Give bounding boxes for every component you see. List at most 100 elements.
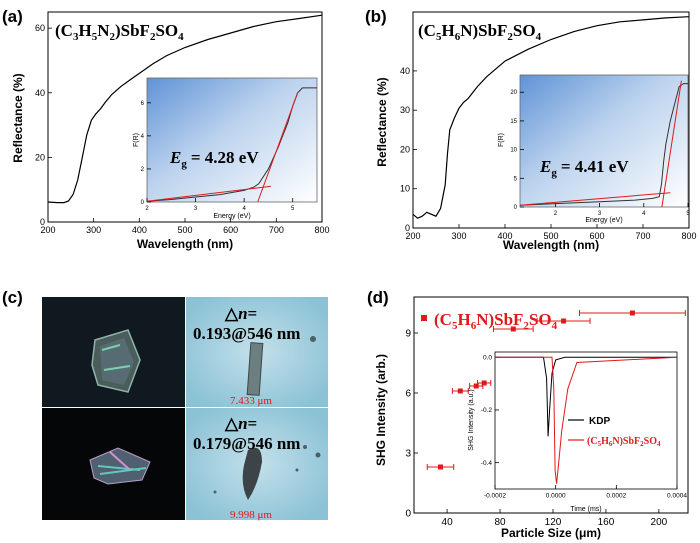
reflectance-curve-a xyxy=(47,14,323,204)
inset-axis-b-xtick-label: 5 xyxy=(686,211,690,217)
inset-axis-a-xtick-label: 4 xyxy=(242,206,246,212)
inset-axis-b-xtick-label: 2 xyxy=(554,211,558,217)
axis-d-ytick-label: 6 xyxy=(405,388,411,399)
data-point xyxy=(457,388,463,394)
birefringence-value-bottom: 0.179@546 nm xyxy=(193,434,300,453)
inset-axis-d-ytick-label: 0.0 xyxy=(483,354,492,361)
axis-d-ytick-label: 3 xyxy=(405,448,411,459)
y-axis-label-b: Reflectance (%) xyxy=(375,77,389,166)
inset-axis-b-ytick-label: 10 xyxy=(510,148,517,154)
axis-b-ytick-label: 30 xyxy=(400,105,410,115)
inset-frame-b xyxy=(519,74,689,208)
inset-axis-b-ytick-label: 15 xyxy=(510,119,517,125)
axis-d-xtick-label: 200 xyxy=(651,517,668,528)
inset-axis-d-ytick-label: -0.4 xyxy=(481,460,493,467)
axis-a-xtick-label: 800 xyxy=(314,225,329,235)
inset-curve-a xyxy=(146,87,317,202)
axis-a-ytick-label: 0 xyxy=(40,217,45,227)
inset-axis-b-ytick-label: 5 xyxy=(514,176,518,182)
birefringence-label-top: △n= xyxy=(224,304,257,323)
scale-label-bottom: 9.998 μm xyxy=(230,509,272,521)
inset-fit-steep-b xyxy=(661,80,682,208)
panel-d: (d) 0 3 6 9 40 80 120 160 200 Particle Size (μm… xyxy=(367,288,689,540)
data-point xyxy=(481,380,487,386)
axis-a-xtick-label: 300 xyxy=(86,225,101,235)
inset-frame-a xyxy=(146,77,318,203)
scale-label-top: 7.433 μm xyxy=(230,395,272,407)
panel-label-c: (c) xyxy=(2,288,23,307)
crystal-bottom xyxy=(89,447,151,485)
x-ticks-d: 40 80 120 160 200 xyxy=(442,509,668,528)
axis-d-ytick-label: 9 xyxy=(405,328,411,339)
inset-fit-steep-a xyxy=(257,92,299,203)
inset-legend-label-kdp: KDP xyxy=(589,416,610,427)
inset-axis-a-xtick-label: 5 xyxy=(291,206,295,212)
axis-d-ytick-label: 0 xyxy=(405,508,411,519)
inset-axis-d-xtick-label: 0.0002 xyxy=(606,493,626,500)
axis-a-ytick-label: 60 xyxy=(35,23,45,33)
inset-axis-d-xtick-label: -0.0002 xyxy=(484,493,506,500)
y-axis-label-d: SHG Intensity (arb.) xyxy=(374,354,388,466)
axis-b-xtick-label: 700 xyxy=(635,231,650,241)
axis-b-ytick-label: 0 xyxy=(405,223,410,233)
axis-a-ytick-label: 40 xyxy=(35,88,45,98)
inset-axis-b-xtick-label: 3 xyxy=(598,211,602,217)
compound-title-a: (C3H5N2)SbF2SO4 xyxy=(55,21,184,43)
axis-d-xtick-label: 40 xyxy=(442,517,454,528)
inset-x-ticks-a: 2 3 4 5 xyxy=(145,198,295,212)
axis-b-xtick-label: 600 xyxy=(589,231,604,241)
shg-data-points xyxy=(426,310,686,470)
bandgap-label-b: Eg = 4.41 eV xyxy=(539,157,629,179)
y-ticks-d: 0 3 6 9 xyxy=(405,328,418,519)
inset-frame-d xyxy=(494,351,678,490)
inset-x-label-b: Energy (eV) xyxy=(585,217,622,224)
inset-curve-sample xyxy=(495,356,678,484)
panel-c: (c) △n= 0.193@546 nm 7.433 μm △n= 0.179@… xyxy=(2,288,328,521)
inset-axis-b-xtick-label: 4 xyxy=(642,211,646,217)
axis-b-ytick-label: 40 xyxy=(400,66,410,76)
inset-fit-base-a xyxy=(146,185,271,202)
inset-x-label-a: Energy (eV) xyxy=(213,213,250,220)
birefringence-label-bottom: △n= xyxy=(224,414,257,433)
inset-y-ticks-a: 0 2 4 6 xyxy=(141,101,151,206)
axis-a-xtick-label: 700 xyxy=(269,225,284,235)
axis-d-xtick-label: 120 xyxy=(545,517,562,528)
inset-y-label-a: F(R) xyxy=(133,133,140,147)
axis-b-xtick-label: 300 xyxy=(451,231,466,241)
data-point xyxy=(473,383,479,389)
compound-title-b: (C5H6N)SbF2SO4 xyxy=(418,21,542,43)
x-ticks-a: 200 300 400 500 600 700 800 xyxy=(40,218,330,235)
bandgap-label-a: Eg = 4.28 eV xyxy=(169,148,259,170)
panel-label-b: (b) xyxy=(365,7,387,26)
axis-a-xtick-label: 600 xyxy=(223,225,238,235)
inset-curve-kdp xyxy=(495,356,677,437)
inset-x-label-d: Time (ms) xyxy=(570,506,601,513)
inset-axis-a-ytick-label: 0 xyxy=(141,200,145,206)
y-axis-label-a: Reflectance (%) xyxy=(11,73,25,162)
axis-d-xtick-label: 160 xyxy=(598,517,615,528)
y-ticks-a: 0 20 40 60 xyxy=(35,23,52,227)
inset-legend-label-sample: (C5H6N)SbF2SO4 xyxy=(587,436,661,448)
panel-label-d: (d) xyxy=(367,288,389,307)
birefringence-value-top: 0.193@546 nm xyxy=(193,324,300,343)
reflectance-curve-b xyxy=(412,16,690,219)
plot-frame-d xyxy=(413,296,689,514)
inset-axis-a-xtick-label: 3 xyxy=(194,206,198,212)
data-point xyxy=(437,464,443,470)
inset-y-label-b: F(R) xyxy=(498,133,505,147)
inset-axis-a-xtick-label: 2 xyxy=(145,206,149,212)
x-axis-label-d: Particle Size (μm) xyxy=(501,526,601,540)
axis-b-xtick-label: 400 xyxy=(497,231,512,241)
legend-marker-d xyxy=(421,315,427,321)
panel-label-a: (a) xyxy=(2,7,23,26)
crystal-needle-top xyxy=(246,342,264,396)
crystal-needle-bottom xyxy=(242,447,262,500)
axis-a-xtick-label: 200 xyxy=(40,225,55,235)
inset-x-ticks-d: -0.0002 0.0000 0.0002 0.0004 xyxy=(484,485,687,500)
axis-d-xtick-label: 80 xyxy=(494,517,506,528)
inset-fit-base-b xyxy=(519,192,671,206)
data-point xyxy=(510,326,516,332)
